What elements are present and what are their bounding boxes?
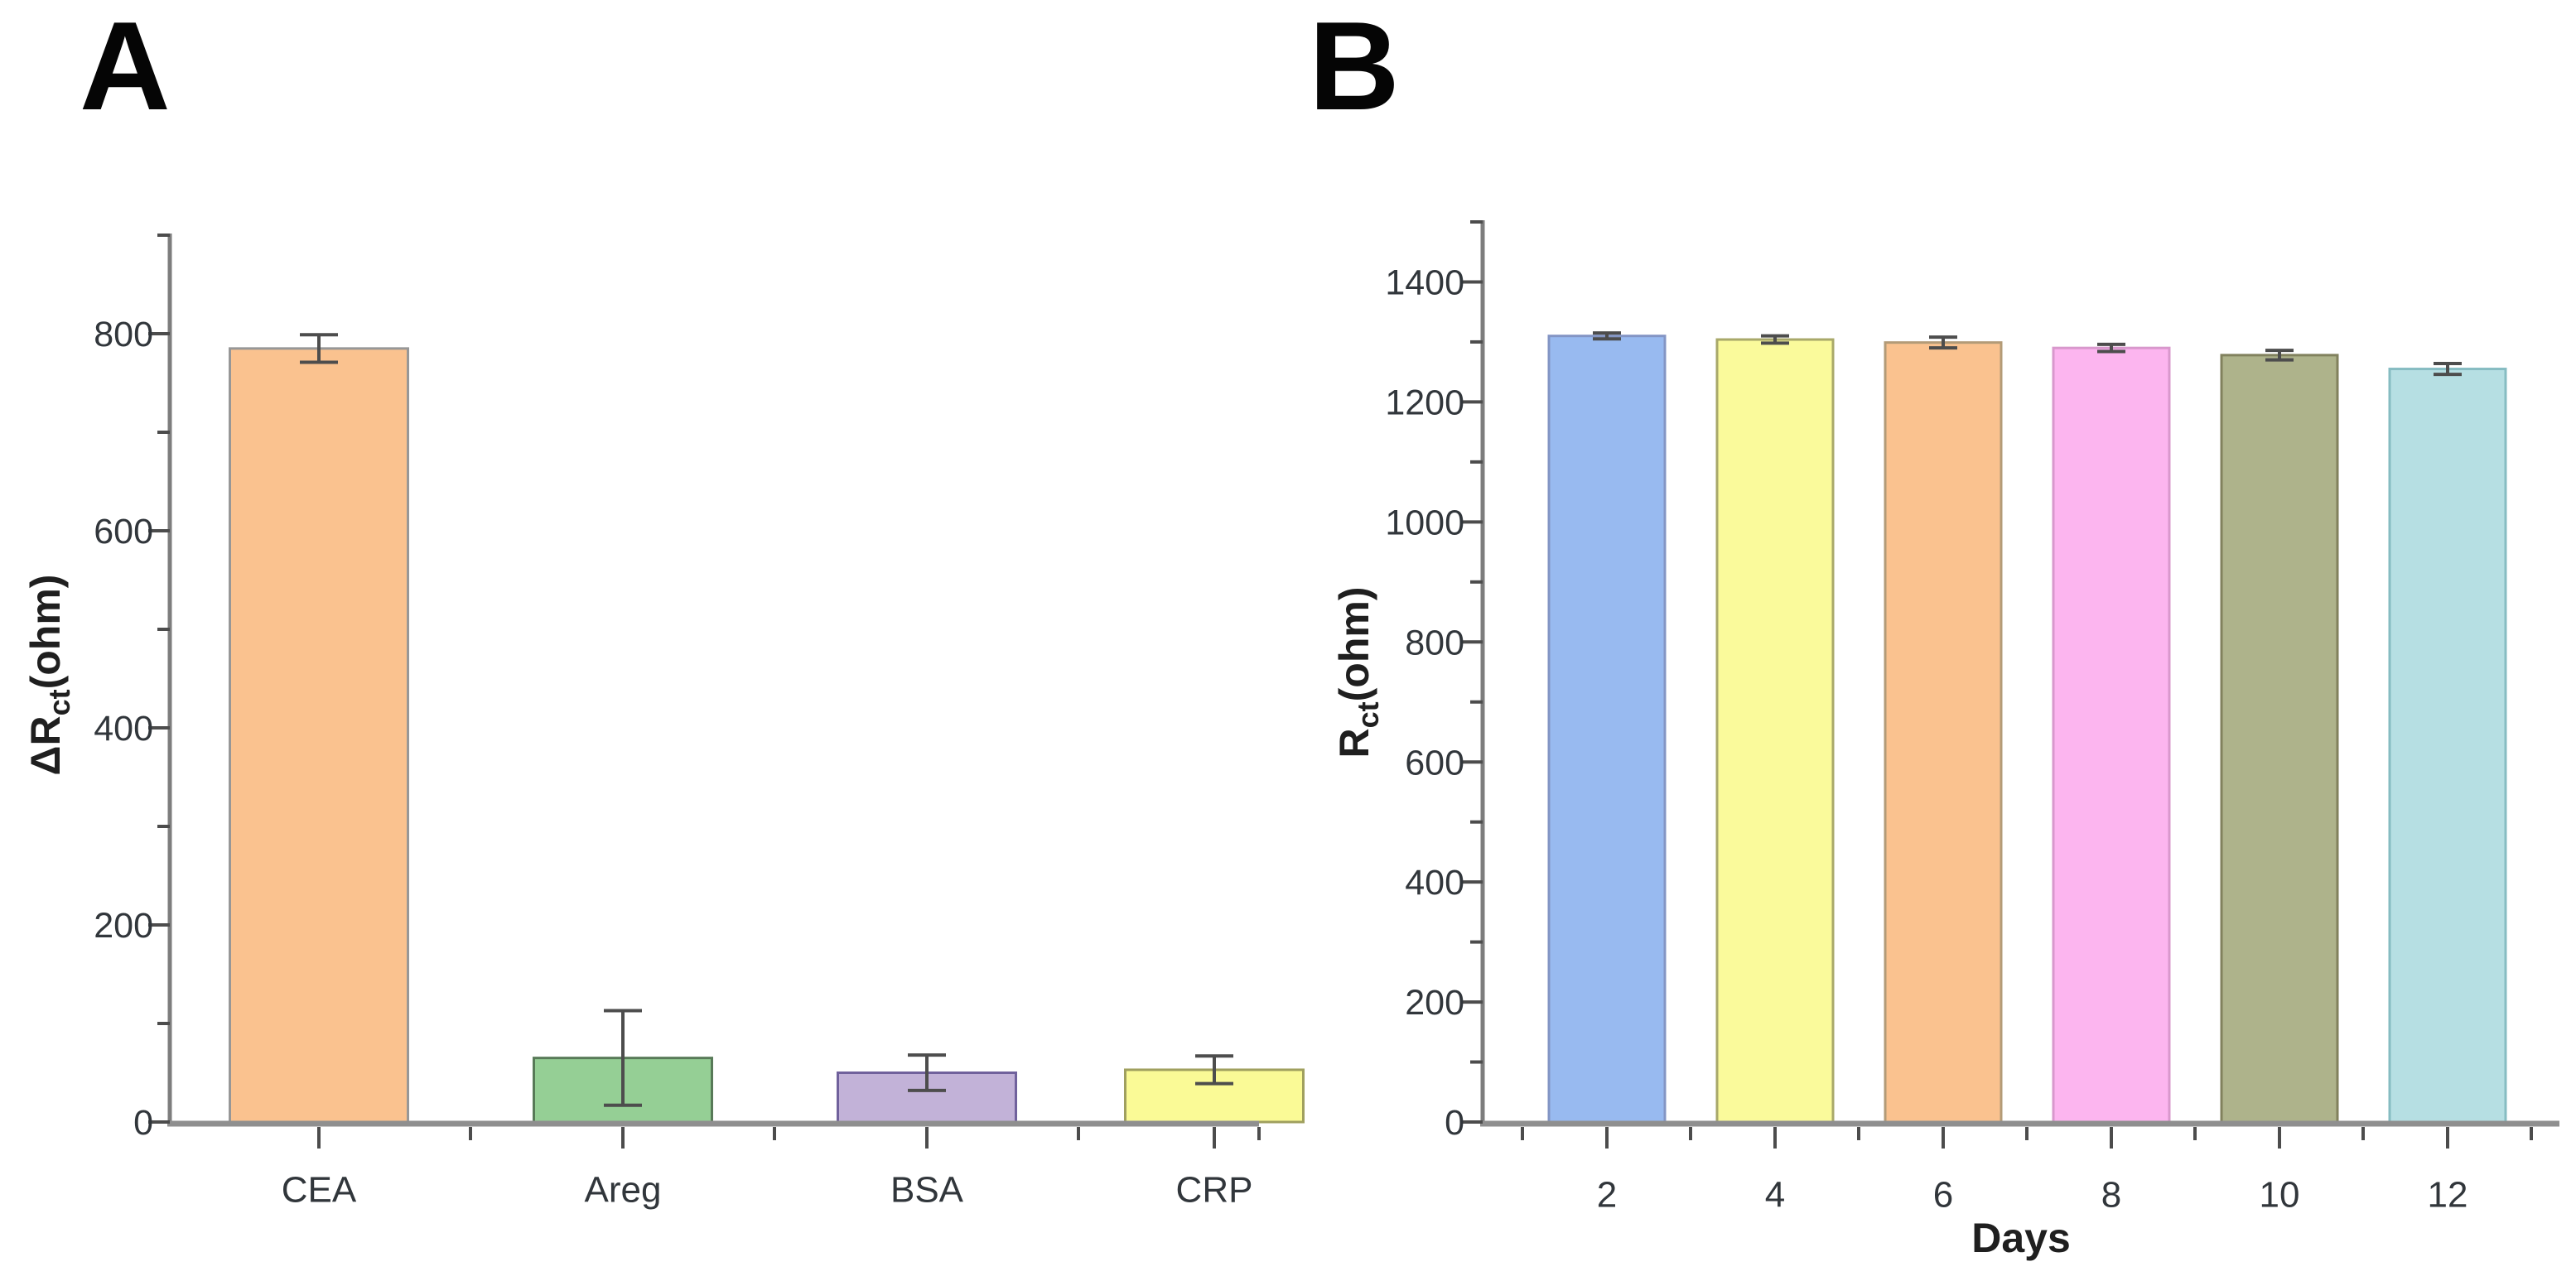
- error-bar-2: [1593, 331, 1621, 341]
- bar-12: [2388, 368, 2507, 1124]
- chart-a: 0 200 400 600 800 CEA Areg BSA CRP ΔRct(ohm): [22, 234, 1305, 1211]
- error-bar-4: [1761, 334, 1789, 345]
- x-tick-label-areg: Areg: [585, 1170, 662, 1211]
- y-tick-label: 0: [133, 1103, 153, 1143]
- error-bar-8: [2097, 342, 2125, 354]
- error-bar-cea: [300, 333, 338, 364]
- y-tick-label: 1000: [1385, 503, 1464, 542]
- error-bar-bsa: [908, 1053, 946, 1092]
- bar-6: [1884, 341, 2003, 1124]
- y-tick-label: 200: [1405, 983, 1464, 1023]
- y-tick-label: 1200: [1385, 383, 1464, 422]
- bar-8: [2052, 346, 2171, 1124]
- chart-b: 0 200 400 600 800 1000 1200 1400 2 4 6 8 10 12 Rct(ohm…: [1331, 220, 2559, 1261]
- error-bar-crp: [1195, 1054, 1233, 1086]
- error-bar-areg: [604, 1009, 642, 1107]
- x-tick-label-crp: CRP: [1176, 1170, 1253, 1211]
- x-tick-label-4: 4: [1765, 1175, 1785, 1216]
- x-tick-label-12: 12: [2428, 1175, 2468, 1216]
- x-tick-label-cea: CEA: [282, 1170, 357, 1211]
- y-axis-title: Rct(ohm): [1331, 587, 1385, 758]
- bar-cea: [229, 347, 409, 1124]
- x-tick-label-8: 8: [2101, 1175, 2121, 1216]
- y-tick-label: 600: [1405, 743, 1464, 783]
- y-tick-label: 600: [94, 512, 153, 551]
- bar-10: [2220, 354, 2339, 1124]
- error-bar-12: [2434, 362, 2462, 377]
- x-tick-label-6: 6: [1933, 1175, 1953, 1216]
- x-tick-label-2: 2: [1597, 1175, 1617, 1216]
- bar-4: [1715, 338, 1835, 1124]
- panel-b-label: B: [1309, 0, 1400, 137]
- y-axis-title: ΔRct(ohm): [22, 575, 76, 776]
- x-tick-label-10: 10: [2260, 1175, 2300, 1216]
- y-tick-label: 200: [94, 906, 153, 946]
- x-axis-title: Days: [1971, 1215, 2071, 1261]
- y-tick-label: 800: [1405, 623, 1464, 662]
- x-tick-label-bsa: BSA: [890, 1170, 964, 1211]
- bar-2: [1547, 335, 1667, 1124]
- y-tick-label: 400: [1405, 863, 1464, 903]
- error-bar-10: [2265, 349, 2294, 362]
- y-tick-label: 400: [94, 709, 153, 749]
- y-tick-label: 1400: [1385, 263, 1464, 303]
- error-bar-6: [1929, 335, 1957, 350]
- panel-a-label: A: [80, 0, 171, 137]
- y-tick-label: 0: [1445, 1103, 1464, 1143]
- y-tick-label: 800: [94, 315, 153, 354]
